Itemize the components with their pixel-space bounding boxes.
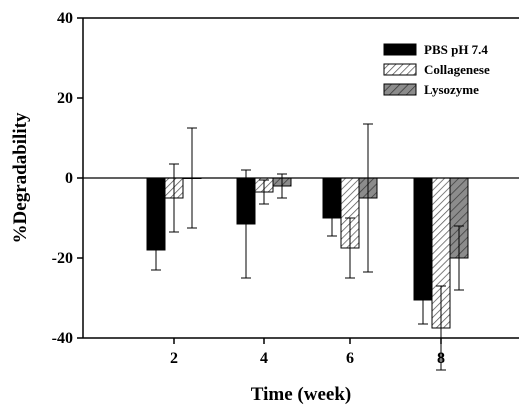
x-axis-title: Time (week) bbox=[251, 384, 351, 405]
y-tick-label: 20 bbox=[57, 90, 73, 107]
legend-label: Collagenese bbox=[424, 62, 490, 77]
y-tick-label: -20 bbox=[52, 250, 73, 267]
x-tick-label: 2 bbox=[170, 350, 178, 367]
legend-label: Lysozyme bbox=[424, 82, 479, 97]
x-tick-label: 6 bbox=[346, 350, 354, 367]
y-tick-label: -40 bbox=[52, 330, 73, 347]
y-axis-title: %Degradability bbox=[10, 112, 31, 243]
x-tick-label: 4 bbox=[260, 350, 268, 367]
legend-swatch-pbs-ph-7-4 bbox=[383, 43, 417, 56]
x-tick-label: 8 bbox=[437, 350, 445, 367]
legend-label: PBS pH 7.4 bbox=[424, 42, 488, 57]
legend-swatch-collagenese bbox=[383, 63, 417, 76]
legend-swatch-lysozyme bbox=[383, 83, 417, 96]
y-tick-label: 0 bbox=[65, 170, 73, 187]
y-tick-label: 40 bbox=[57, 10, 73, 27]
